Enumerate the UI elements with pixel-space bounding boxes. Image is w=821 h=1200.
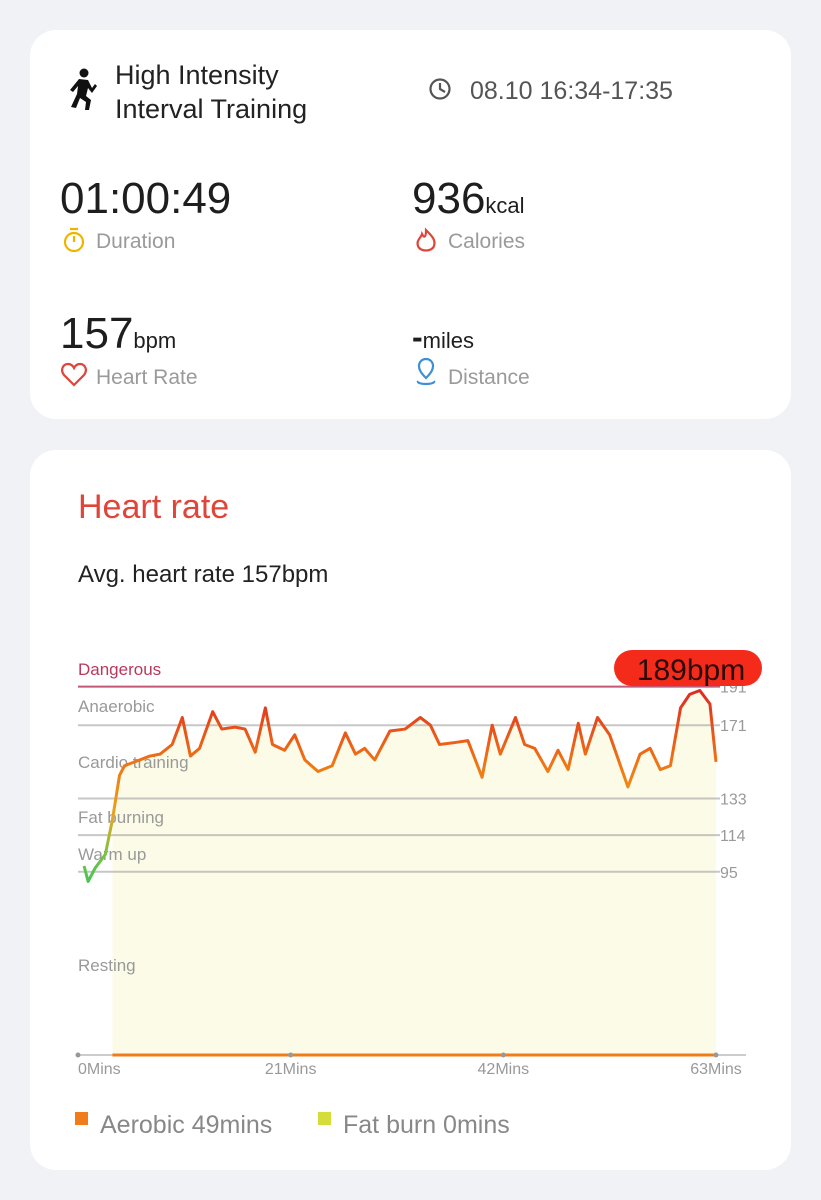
location-icon bbox=[416, 357, 436, 386]
x-tick bbox=[713, 1052, 719, 1058]
peak-label: 189bpm bbox=[637, 654, 745, 687]
y-tick-label: 171 bbox=[720, 718, 747, 735]
flame-icon bbox=[416, 227, 436, 252]
legend-swatch bbox=[75, 1112, 88, 1125]
distance-unit: miles bbox=[423, 328, 474, 353]
legend-swatch bbox=[318, 1112, 331, 1125]
x-tick-label: 0Mins bbox=[78, 1061, 121, 1078]
heart-icon bbox=[61, 362, 87, 387]
chart-title: Heart rate bbox=[78, 488, 229, 526]
duration-value: 01:00:49 bbox=[60, 174, 231, 223]
y-tick-label: 114 bbox=[720, 828, 746, 845]
chart-subtitle: Avg. heart rate 157bpm bbox=[78, 561, 328, 588]
heart-rate-label: Heart Rate bbox=[96, 366, 198, 389]
zone-label: Fat burning bbox=[78, 808, 164, 827]
title-line: High Intensity bbox=[115, 60, 279, 90]
calories-unit: kcal bbox=[485, 193, 524, 218]
calories-label: Calories bbox=[448, 230, 525, 253]
workout-time: 08.10 16:34-17:35 bbox=[470, 77, 673, 105]
distance-number: - bbox=[412, 319, 423, 355]
workout-title: High Intensity Interval Training bbox=[115, 60, 307, 124]
zone-label: Resting bbox=[78, 956, 136, 975]
y-tick-label: 133 bbox=[720, 792, 747, 809]
summary-card bbox=[30, 30, 791, 419]
heart-rate-number: 157 bbox=[60, 309, 133, 358]
calories-value: 936kcal bbox=[412, 174, 525, 223]
x-tick-label: 21Mins bbox=[265, 1061, 317, 1078]
x-tick-label: 42Mins bbox=[478, 1061, 530, 1078]
zone-label: Dangerous bbox=[78, 660, 161, 679]
calories-number: 936 bbox=[412, 174, 485, 223]
x-tick bbox=[500, 1052, 506, 1058]
heart-rate-unit: bpm bbox=[133, 328, 176, 353]
legend-label: Fat burn 0mins bbox=[343, 1111, 510, 1139]
clock-icon bbox=[429, 78, 451, 100]
distance-label: Distance bbox=[448, 366, 530, 389]
zone-label: Warm up bbox=[78, 845, 146, 864]
peak-badge bbox=[614, 650, 762, 686]
heart-rate-value: 157bpm bbox=[60, 309, 176, 358]
y-tick-label: 95 bbox=[720, 865, 738, 882]
x-tick-label: 63Mins bbox=[690, 1061, 742, 1078]
legend-label: Aerobic 49mins bbox=[100, 1111, 272, 1139]
stopwatch-icon bbox=[63, 227, 85, 253]
run-icon bbox=[70, 68, 97, 110]
duration-label: Duration bbox=[96, 230, 175, 253]
heart-rate-line bbox=[82, 689, 718, 883]
zone-label: Anaerobic bbox=[78, 697, 155, 716]
title-line: Interval Training bbox=[115, 94, 307, 124]
x-tick bbox=[288, 1052, 294, 1058]
distance-value: -miles bbox=[412, 319, 474, 355]
x-tick bbox=[75, 1052, 81, 1058]
